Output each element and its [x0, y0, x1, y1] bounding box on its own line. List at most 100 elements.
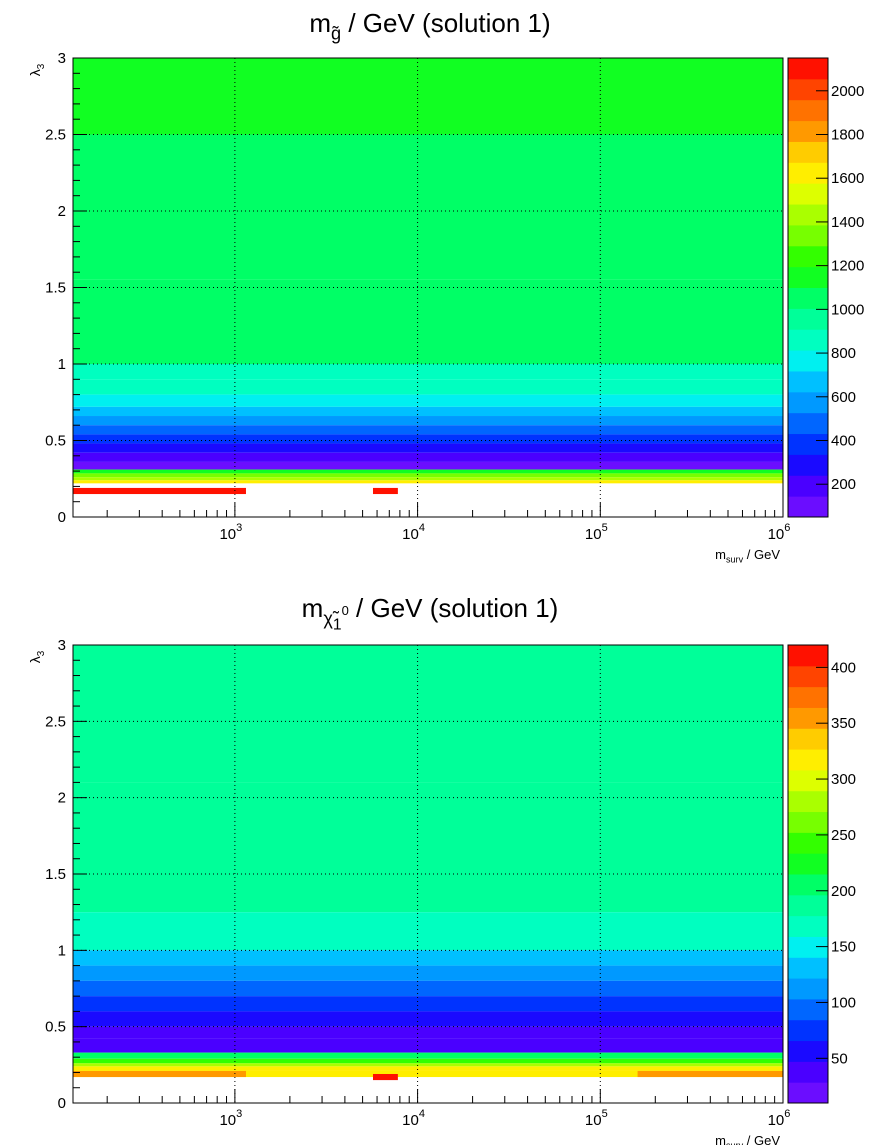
heatmap-cell: [73, 425, 783, 435]
colorbar-tick-label: 1800: [831, 127, 864, 144]
x-axis-label-base: m: [715, 547, 726, 562]
heatmap-cell: [73, 645, 783, 783]
chart-title-sub: g̃: [331, 23, 341, 43]
y-tick-label: 2.5: [45, 713, 66, 730]
colorbar-tick-label: 1200: [831, 258, 864, 275]
colorbar-swatch: [788, 645, 828, 667]
heatmap-cell: [73, 480, 783, 484]
x-axis-label: msurv / GeV: [715, 1133, 780, 1145]
heatmap-cell: [73, 364, 783, 380]
heatmap-cell: [73, 950, 783, 966]
heatmap-cell: [73, 469, 783, 474]
colorbar-swatch: [788, 874, 828, 896]
x-tick-label: 105: [585, 522, 608, 543]
colorbar-swatch: [788, 769, 828, 792]
colorbar-swatch: [788, 894, 828, 917]
y-tick-label: 0: [58, 509, 66, 526]
chart-title-rest: / GeV (solution 1): [341, 8, 551, 38]
colorbar-swatch: [788, 78, 828, 101]
heatmap-cell: [73, 394, 783, 407]
chart-title: mg̃ / GeV (solution 1): [309, 8, 550, 43]
y-tick-label: 3: [58, 637, 66, 654]
heatmap-cell: [73, 1026, 783, 1039]
x-tick-exp: 5: [602, 1108, 608, 1120]
x-axis-label-sub: surv: [726, 555, 744, 565]
colorbar-swatch: [788, 475, 828, 497]
x-tick-base: 10: [219, 526, 236, 543]
x-tick-label: 104: [402, 1108, 425, 1129]
x-tick-exp: 4: [419, 1108, 425, 1120]
colorbar-swatch: [788, 266, 828, 288]
x-tick-exp: 3: [236, 1108, 242, 1120]
grid: [73, 645, 783, 1103]
y-ticks: [73, 644, 87, 1104]
colorbar-swatch: [788, 1019, 828, 1042]
colorbar-swatch: [788, 412, 828, 435]
colorbar-swatch: [788, 665, 828, 688]
colorbar-swatch: [788, 686, 828, 708]
heatmap-cell: [73, 965, 783, 981]
colorbar-tick-label: 1400: [831, 214, 864, 231]
heatmap-cell: [73, 912, 783, 951]
colorbar-swatch: [788, 811, 828, 833]
colorbar-frame: [787, 644, 829, 1104]
grid: [73, 58, 783, 517]
colorbar-swatch: [788, 58, 828, 80]
x-tick-exp: 6: [784, 522, 790, 534]
x-tick-label: 103: [219, 1108, 242, 1129]
y-axis-label-base: λ: [27, 69, 43, 76]
colorbar-swatch: [788, 224, 828, 247]
colorbar-swatch: [788, 957, 828, 979]
x-tick-label: 104: [402, 522, 425, 543]
x-tick-exp: 4: [419, 522, 425, 534]
colorbar-swatch: [788, 790, 828, 813]
y-axis-label-sub: 3: [36, 63, 47, 69]
y-axis-label-base: λ: [27, 656, 43, 663]
y-tick-label: 0.5: [45, 1019, 66, 1036]
heatmap-cell: [73, 487, 246, 495]
heatmap-cell: [73, 1052, 783, 1059]
x-tick-label: 106: [768, 1108, 791, 1129]
colorbar-tick-label: 400: [831, 659, 856, 676]
colorbar-tick-label: 250: [831, 827, 856, 844]
y-tick-label: 1: [58, 356, 66, 373]
heatmap-cell: [73, 1063, 783, 1067]
x-tick-base: 10: [402, 526, 419, 543]
colorbar-swatch: [788, 454, 828, 476]
colorbar-swatch: [788, 978, 828, 1000]
heatmap-cell: [73, 980, 783, 997]
colorbar-swatch: [788, 350, 828, 372]
heatmap-cell: [73, 416, 783, 426]
colorbar-tick-label: 300: [831, 771, 856, 788]
colorbar-frame: [787, 57, 829, 518]
y-tick-label: 2: [58, 203, 66, 220]
heatmap-cell: [73, 1070, 246, 1078]
x-ticks: [106, 503, 776, 517]
heatmap-cell: [73, 406, 783, 417]
x-tick-base: 10: [585, 1112, 602, 1129]
colorbar-tick-label: 50: [831, 1050, 848, 1067]
heatmap-cell: [73, 461, 783, 470]
colorbar-swatch: [788, 287, 828, 309]
chart-title-rest: / GeV (solution 1): [349, 593, 559, 623]
x-tick-label: 106: [768, 522, 791, 543]
colorbar-tick-label: 200: [831, 476, 856, 493]
colorbar-swatch: [788, 391, 828, 414]
y-tick-label: 2.5: [45, 127, 66, 144]
y-tick-label: 2: [58, 790, 66, 807]
heatmap-cell: [73, 434, 783, 444]
x-tick-label: 105: [585, 1108, 608, 1129]
chart-title-subsub: 1: [333, 616, 342, 633]
colorbar-swatch: [788, 162, 828, 184]
colorbar-swatch: [788, 308, 828, 330]
colorbar-swatch: [788, 120, 828, 142]
y-tick-label: 1.5: [45, 280, 66, 297]
heatmap-cell: [73, 1070, 783, 1078]
heatmap-cell: [73, 379, 783, 395]
colorbar: 50 100 150 200 250 300 350 400: [787, 644, 856, 1104]
y-tick-label: 0: [58, 1095, 66, 1112]
colorbar-swatch: [788, 370, 828, 393]
colorbar-tick-label: 600: [831, 389, 856, 406]
heatmap-cell: [73, 473, 783, 478]
